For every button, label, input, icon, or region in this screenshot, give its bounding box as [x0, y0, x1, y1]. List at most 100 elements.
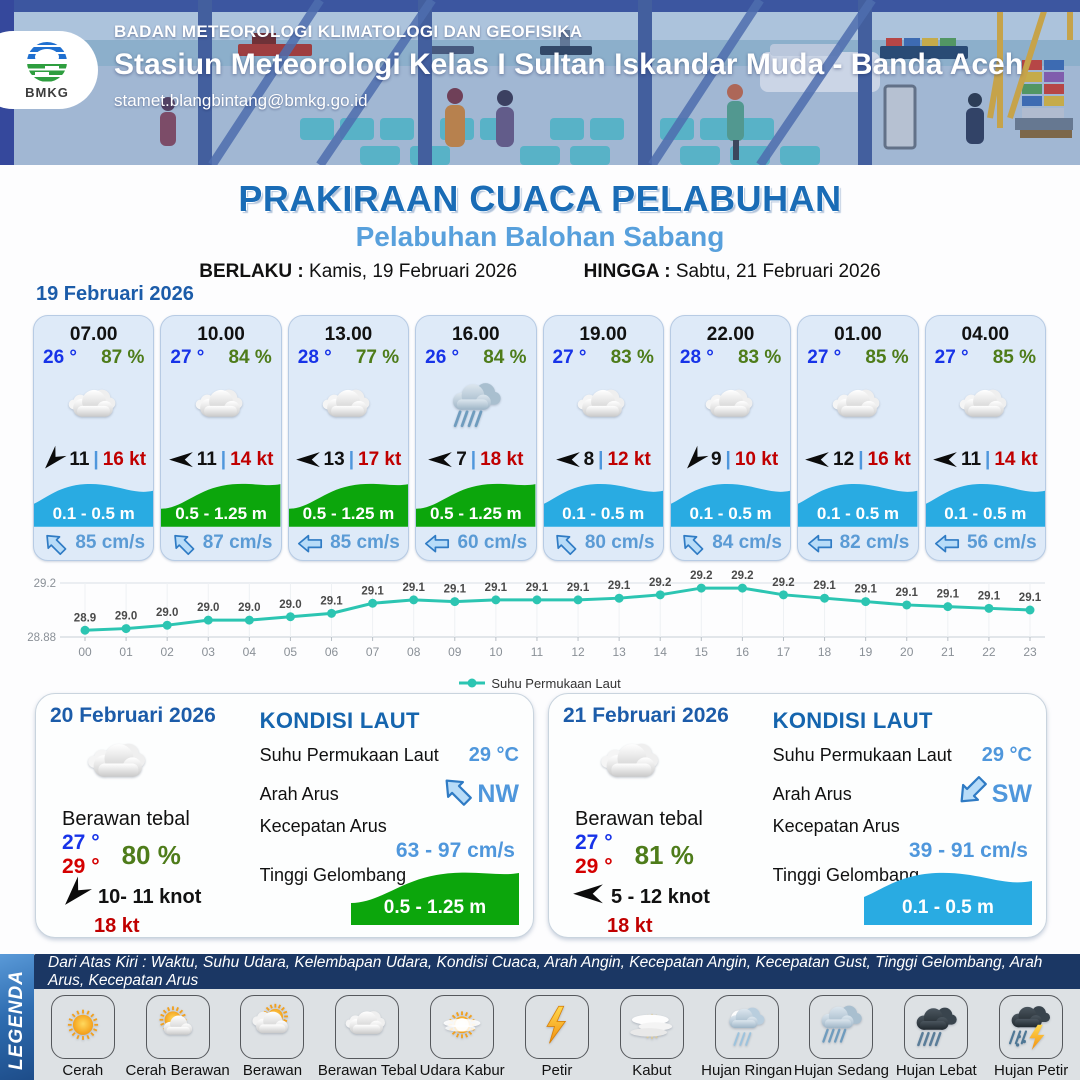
wave-height-value: 0.5 - 1.25 m: [429, 503, 522, 523]
wave-shape: [543, 484, 663, 527]
wave-height-band: 0.1 - 0.5 m: [798, 476, 918, 527]
current-row: 84 cm/s: [671, 527, 790, 560]
udara-kabur-icon: [443, 1011, 481, 1038]
current-speed: 56 cm/s: [966, 532, 1037, 554]
title-block: PRAKIRAAN CUACA PELABUHAN Pelabuhan Balo…: [0, 165, 1080, 283]
air-temperature: 26 °: [425, 347, 460, 369]
current-speed: 82 cm/s: [839, 532, 910, 554]
wave-height-value: 0.5 - 1.25 m: [302, 503, 395, 523]
svg-text:29.1: 29.1: [608, 580, 631, 592]
wave-shape: [34, 484, 154, 527]
wind-row: 9 | 10 kt: [671, 445, 790, 474]
svg-text:29.1: 29.1: [567, 582, 590, 594]
current-direction-label: Arah Arus: [259, 783, 339, 804]
day2-humidity: 80 %: [121, 839, 181, 870]
hourly-forecast-row: 07.00 26 ° 87 % 11 | 16 kt 0.1 - 0.5 m 8…: [0, 311, 1080, 563]
svg-text:04: 04: [243, 645, 257, 659]
wave-height-value: 0.1 - 0.5 m: [562, 503, 645, 523]
legend-icon-box: [240, 995, 305, 1059]
svg-text:29.2: 29.2: [731, 570, 753, 582]
legend-item-label: Berawan Tebal: [317, 1062, 417, 1079]
wind-separator: |: [985, 448, 991, 470]
legend-item: Petir: [511, 995, 603, 1079]
svg-text:20: 20: [900, 645, 914, 659]
day3-temp-max: 29 °: [575, 855, 613, 879]
legend-item-label: Hujan Ringan: [701, 1062, 793, 1079]
legend-item-label: Cerah: [62, 1062, 104, 1079]
header: BMKG BADAN METEOROLOGI KLIMATOLOGI DAN G…: [0, 0, 1080, 165]
hujan-sedang-icon: [822, 1005, 863, 1043]
valid-from-date: Kamis, 19 Februari 2026: [309, 261, 518, 282]
air-temperature: 27 °: [170, 347, 205, 369]
current-row: 87 cm/s: [161, 527, 280, 560]
wind-arrow-w-icon: [168, 451, 193, 468]
wind-speed: 9: [710, 448, 722, 470]
svg-text:28.88: 28.88: [27, 632, 56, 644]
svg-text:21: 21: [941, 645, 955, 659]
wind-speed: 11: [196, 448, 217, 470]
wind-separator: |: [598, 448, 604, 470]
wind-arrow-w-icon: [555, 451, 580, 468]
legend-item-label: Udara Kabur: [419, 1062, 505, 1079]
weather-icon-slot: [544, 373, 663, 445]
legend-bar: LEGENDA: [0, 954, 34, 1080]
forecast-time: 01.00: [834, 324, 882, 345]
hourly-forecast-card: 22.00 28 ° 83 % 9 | 10 kt 0.1 - 0.5 m 84…: [669, 315, 792, 561]
legend-item-label: Kabut: [632, 1062, 672, 1079]
svg-text:13: 13: [612, 645, 626, 659]
wave-height-band: 0.1 - 0.5 m: [925, 476, 1045, 527]
current-arrow-nw-icon: [46, 534, 67, 555]
weather-icon-slot: [926, 373, 1045, 445]
legend-note-text: Dari Atas Kiri : Waktu, Suhu Udara, Kele…: [48, 953, 1043, 989]
day3-gust: 18 kt: [607, 914, 653, 937]
weather-icon-slot: [289, 373, 408, 445]
berawan-icon: [252, 1003, 289, 1033]
wind-row: 11 | 16 kt: [34, 445, 153, 474]
wave-height-value: 0.1 - 0.5 m: [689, 503, 772, 523]
legend-icon-box: [50, 995, 115, 1059]
wind-separator: |: [470, 448, 477, 470]
current-arrow-w-icon: [425, 534, 450, 553]
air-temperature: 27 °: [807, 347, 842, 369]
berawan-tebal-icon: [88, 743, 146, 777]
wind-speed: 7: [456, 448, 467, 470]
legend-items: Cerah Cerah Berawan Berawan Berawan Teba…: [34, 989, 1080, 1080]
svg-text:03: 03: [202, 645, 216, 659]
wind-arrow-w-icon: [295, 451, 320, 468]
legend-marker-icon: [459, 678, 486, 688]
legend-section: LEGENDA Dari Atas Kiri : Waktu, Suhu Uda…: [0, 954, 1080, 1080]
wind-direction-arrow-icon: [60, 876, 92, 911]
svg-text:22: 22: [982, 645, 996, 659]
hourly-forecast-card: 04.00 27 ° 85 % 11 | 14 kt 0.1 - 0.5 m 5…: [924, 315, 1046, 561]
svg-text:29.1: 29.1: [937, 589, 960, 601]
humidity: 84 %: [483, 347, 527, 369]
wind-gust: 17 kt: [358, 448, 402, 470]
svg-text:19: 19: [859, 645, 873, 659]
hourly-forecast-card: 10.00 27 ° 84 % 11 | 14 kt 0.5 - 1.25 m …: [160, 315, 282, 561]
wave-shape: [925, 484, 1045, 527]
day2-current-direction: NW: [477, 779, 519, 808]
kabut-icon: [630, 1013, 672, 1039]
current-speed: 87 cm/s: [202, 532, 273, 554]
legend-item: Hujan Ringan: [701, 995, 793, 1079]
legend-item-label: Hujan Lebat: [895, 1062, 977, 1079]
svg-text:09: 09: [448, 645, 462, 659]
day3-sst-value: 29 °C: [981, 744, 1032, 766]
legend-item-label: Cerah Berawan: [125, 1062, 230, 1079]
wind-gust: 12 kt: [607, 448, 651, 470]
hujan-lebat-icon: [916, 1007, 958, 1046]
humidity: 83 %: [737, 347, 782, 369]
berawan-tebal-icon: [577, 389, 625, 417]
day2-gust: 18 kt: [94, 914, 140, 937]
legend-icon-box: [999, 995, 1064, 1059]
legend-icon-box: [619, 995, 684, 1059]
svg-text:29.1: 29.1: [403, 582, 426, 594]
wind-separator: |: [93, 448, 99, 470]
air-temperature: 26 °: [43, 347, 78, 369]
legend-bar-label: LEGENDA: [6, 970, 27, 1070]
wind-separator: |: [220, 448, 227, 470]
wind-row: 12 | 16 kt: [798, 445, 917, 474]
weather-icon-slot: [34, 373, 153, 445]
cerah-icon: [67, 1009, 98, 1040]
legend-icon-box: [714, 995, 779, 1059]
